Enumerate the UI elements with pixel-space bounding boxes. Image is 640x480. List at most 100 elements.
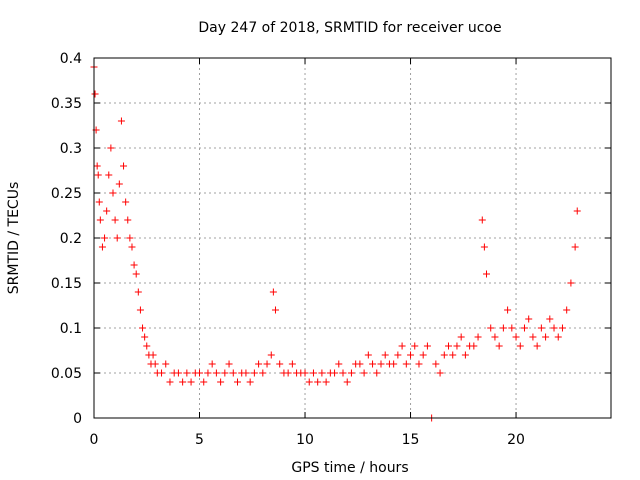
- data-point: [305, 378, 313, 386]
- data-point: [166, 378, 174, 386]
- data-point: [356, 360, 364, 368]
- x-tick-label: 5: [195, 432, 204, 448]
- data-point: [423, 342, 431, 350]
- data-point: [117, 117, 125, 125]
- data-point: [221, 369, 229, 377]
- data-point: [271, 306, 279, 314]
- y-tick-label: 0.4: [60, 51, 82, 67]
- tick-marks: [93, 57, 611, 419]
- data-point: [276, 360, 284, 368]
- data-point: [98, 243, 106, 251]
- x-tick-label: 15: [402, 432, 420, 448]
- data-point: [542, 333, 550, 341]
- data-point: [109, 189, 117, 197]
- data-point: [533, 342, 541, 350]
- y-tick-label: 0.35: [51, 96, 82, 112]
- data-point: [183, 369, 191, 377]
- data-point: [179, 378, 187, 386]
- data-point: [381, 351, 389, 359]
- data-point: [318, 369, 326, 377]
- data-point: [335, 360, 343, 368]
- data-point: [347, 369, 355, 377]
- data-point: [162, 360, 170, 368]
- data-point: [94, 171, 102, 179]
- tick-labels: 0 0.05 0.1 0.15 0.2 0.25 0.3 0.35 0.4 0 5 10 15 20: [51, 51, 525, 448]
- data-point: [111, 216, 119, 224]
- data-point: [411, 342, 419, 350]
- data-point: [377, 360, 385, 368]
- data-point: [174, 369, 182, 377]
- data-point: [554, 333, 562, 341]
- data-point: [105, 171, 113, 179]
- data-point: [284, 369, 292, 377]
- data-point: [419, 351, 427, 359]
- data-point: [508, 324, 516, 332]
- data-point: [229, 369, 237, 377]
- data-point: [101, 234, 109, 242]
- x-tick-label: 20: [507, 432, 525, 448]
- data-point: [571, 243, 579, 251]
- data-point: [158, 369, 166, 377]
- data-point: [124, 216, 132, 224]
- data-point: [558, 324, 566, 332]
- data-point: [141, 333, 149, 341]
- y-tick-label: 0.2: [60, 231, 82, 247]
- data-point: [360, 369, 368, 377]
- data-point: [301, 369, 309, 377]
- data-point: [516, 342, 524, 350]
- data-point: [415, 360, 423, 368]
- data-point: [132, 270, 140, 278]
- data-point: [491, 333, 499, 341]
- data-point: [525, 315, 533, 323]
- data-point: [445, 342, 453, 350]
- data-point: [343, 378, 351, 386]
- y-tick-label: 0.25: [51, 186, 82, 202]
- data-point: [91, 90, 99, 98]
- data-points: [90, 63, 581, 422]
- data-point: [331, 369, 339, 377]
- data-point: [563, 306, 571, 314]
- data-point: [373, 369, 381, 377]
- data-point: [573, 207, 581, 215]
- data-point: [461, 351, 469, 359]
- data-point: [107, 144, 115, 152]
- x-axis-label: GPS time / hours: [291, 460, 408, 476]
- data-point: [309, 369, 317, 377]
- data-point: [440, 351, 448, 359]
- data-point: [394, 351, 402, 359]
- data-point: [136, 306, 144, 314]
- y-tick-label: 0.1: [60, 321, 82, 337]
- data-point: [130, 261, 138, 269]
- y-tick-label: 0: [73, 411, 82, 427]
- data-point: [482, 270, 490, 278]
- data-point: [204, 369, 212, 377]
- data-point: [96, 216, 104, 224]
- data-point: [402, 360, 410, 368]
- data-point: [449, 351, 457, 359]
- y-tick-label: 0.05: [51, 366, 82, 382]
- data-point: [474, 333, 482, 341]
- y-axis-label: SRMTID / TECUs: [6, 182, 22, 295]
- data-point: [255, 360, 263, 368]
- data-point: [267, 351, 275, 359]
- data-point: [453, 342, 461, 350]
- data-point: [369, 360, 377, 368]
- data-point: [499, 324, 507, 332]
- data-point: [103, 207, 111, 215]
- data-point: [432, 360, 440, 368]
- data-point: [512, 333, 520, 341]
- data-point: [250, 369, 258, 377]
- data-point: [151, 360, 159, 368]
- data-point: [436, 369, 444, 377]
- data-point: [246, 378, 254, 386]
- data-point: [263, 360, 271, 368]
- data-point: [567, 279, 575, 287]
- data-point: [126, 234, 134, 242]
- data-point: [487, 324, 495, 332]
- data-point: [217, 378, 225, 386]
- data-point: [212, 369, 220, 377]
- data-point: [546, 315, 554, 323]
- data-point: [480, 243, 488, 251]
- x-tick-label: 10: [296, 432, 314, 448]
